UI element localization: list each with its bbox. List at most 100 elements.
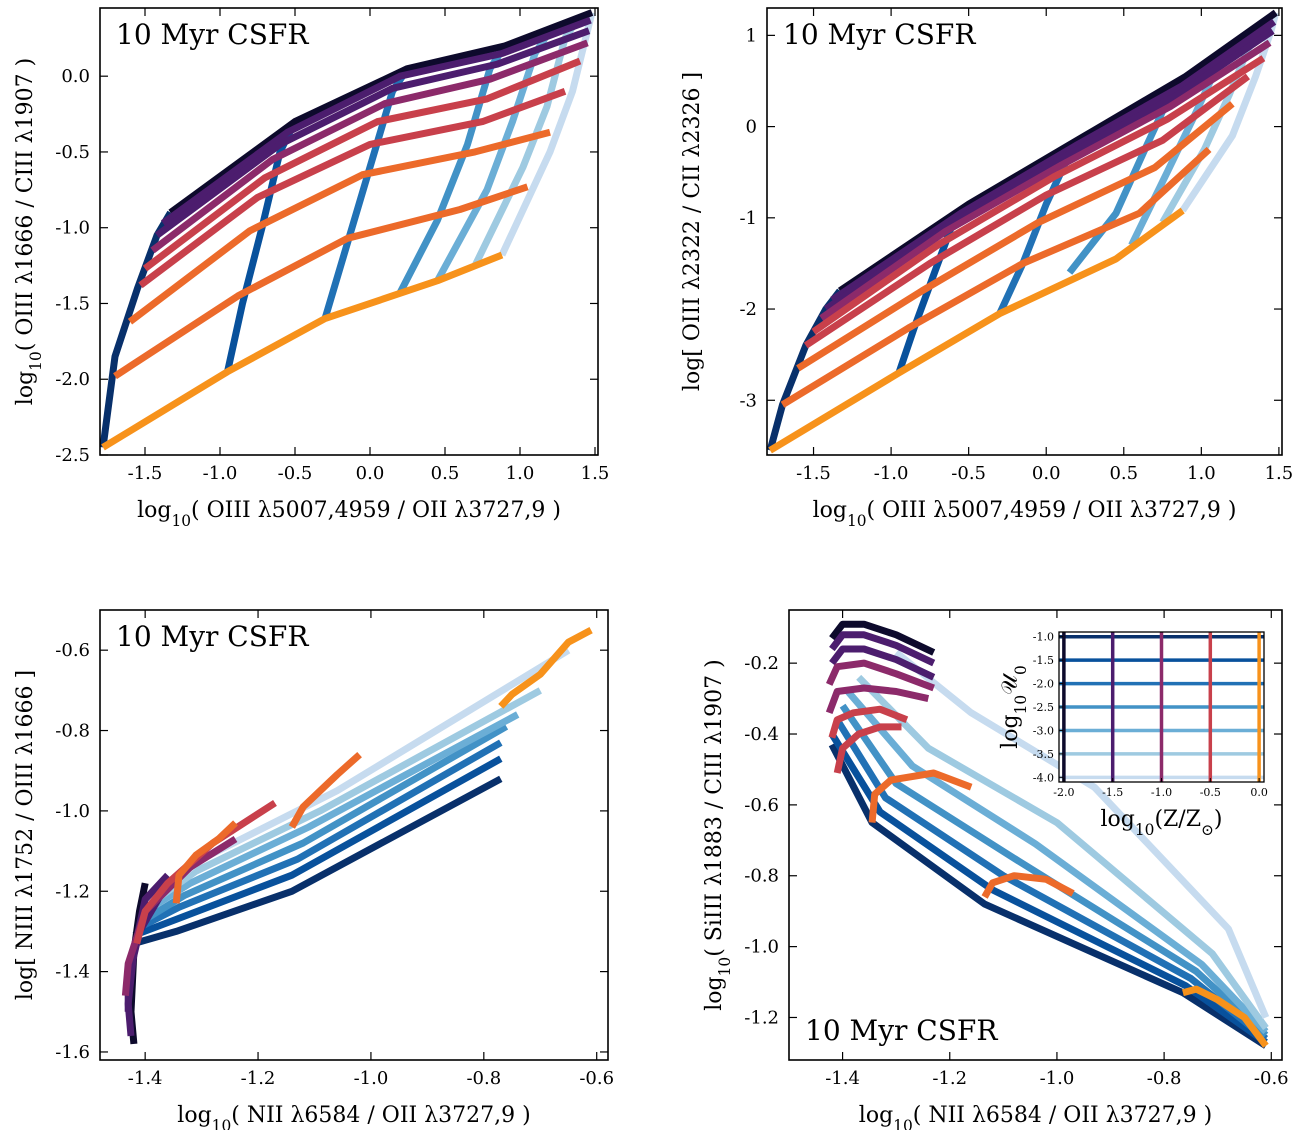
y-tick-label: -2.0 — [55, 369, 90, 390]
x-tick-label: 0.0 — [356, 463, 385, 484]
y-tick-label: -2 — [739, 299, 757, 320]
inset-y-tick-label: -2.5 — [1033, 701, 1054, 714]
ionization-line — [132, 755, 503, 939]
metallicity-line — [981, 872, 1075, 899]
x-tick-label: -1.5 — [128, 463, 163, 484]
x-tick-label: -1.2 — [932, 1068, 967, 1089]
y-axis-label: log10( SiIII λ1883 / CIII λ1907 ) — [702, 659, 734, 1010]
x-tick-label: -0.6 — [579, 1068, 614, 1089]
metallicity-line — [829, 620, 936, 656]
y-axis-label: log[ OIII λ2322 / CII λ2326 ] — [680, 72, 705, 391]
y-tick-label: -1.5 — [55, 293, 90, 314]
y-tick-label: -1.4 — [55, 962, 90, 983]
ionization-line — [396, 43, 508, 295]
y-tick-label: -3 — [739, 390, 757, 411]
y-tick-label: -0.8 — [744, 866, 779, 887]
metallicity-line — [1181, 985, 1269, 1048]
x-tick-label: 0.5 — [431, 463, 460, 484]
y-tick-label: -1.0 — [55, 801, 90, 822]
metallicity-line — [796, 101, 1235, 372]
ionization-line — [498, 11, 596, 257]
plot-lines — [121, 627, 593, 1045]
metallicity-line — [168, 9, 594, 216]
y-tick-label: -0.8 — [55, 721, 90, 742]
y-tick-label: -1.2 — [55, 881, 90, 902]
x-tick-label: 1.5 — [1265, 463, 1294, 484]
axes-frame — [766, 7, 1283, 456]
metallicity-line — [868, 769, 973, 823]
ionization-line — [856, 674, 1269, 1031]
y-axis-label: log10( OIII λ1666 / CIII λ1907 ) — [13, 58, 45, 405]
inset-legend-chart: -2.0 -1.5 -1.0 -0.5 0.0 -1.0 -1.5 -2.0 -2.5 -3.0 -… — [998, 631, 1268, 839]
x-tick-label: -1.0 — [354, 1068, 389, 1089]
ionization-line — [143, 723, 509, 923]
x-tick-label: -1.4 — [825, 1068, 860, 1089]
metallicity-line — [498, 627, 593, 709]
metallicity-line — [819, 39, 1272, 322]
x-tick-label: -0.5 — [951, 463, 986, 484]
ionization-line — [839, 703, 1269, 1038]
x-tick-label: -0.5 — [278, 463, 313, 484]
metallicity-line — [829, 645, 936, 681]
metallicity-line — [138, 88, 567, 289]
metallicity-line — [113, 183, 529, 380]
y-tick-label: -1.6 — [55, 1042, 90, 1063]
metallicity-line — [829, 631, 936, 667]
metallicity-line — [780, 146, 1212, 408]
y-tick-label: -1 — [739, 208, 757, 229]
y-tick-label: 0 — [746, 117, 757, 138]
metallicity-line — [150, 39, 589, 254]
panel-bottom-right: -1.4 -1.2 -1.0 -0.8 -0.6 -0.2 -0.4 -0.6 -0.8 -1.0… — [702, 609, 1289, 1130]
metallicity-line — [172, 820, 238, 904]
x-tick-label: -1.5 — [796, 463, 831, 484]
plot-lines — [825, 620, 1270, 1049]
x-tick-label: -1.4 — [128, 1068, 163, 1089]
ionization-line — [828, 742, 1268, 1049]
y-axis-label: log[ NIII λ1752 / OIII λ1666 ] — [13, 670, 38, 1000]
x-tick-label: 1.5 — [581, 463, 610, 484]
panel-title: 10 Myr CSFR — [116, 18, 309, 51]
metallicity-line — [825, 684, 930, 715]
ionization-line — [137, 739, 503, 931]
y-tick-label: -0.5 — [55, 142, 90, 163]
inset-y-tick-label: -3.5 — [1033, 748, 1054, 761]
metallicity-line — [142, 57, 582, 272]
plot-lines — [767, 9, 1280, 454]
y-tick-label: -0.2 — [744, 653, 779, 674]
ionization-line — [132, 775, 503, 947]
x-tick-label: -0.6 — [1254, 1068, 1289, 1089]
inset-x-tick-label: -1.5 — [1102, 786, 1123, 799]
x-tick-label: 1.0 — [506, 463, 535, 484]
axes-frame — [99, 609, 609, 1061]
x-axis-label: log10( OIII λ5007,4959 / OII λ3727,9 ) — [137, 498, 561, 530]
ionization-line — [471, 18, 580, 268]
x-axis-label: log10( OIII λ5007,4959 / OII λ3727,9 ) — [813, 498, 1237, 530]
panel-title: 10 Myr CSFR — [805, 1014, 998, 1047]
x-tick-label: -0.8 — [466, 1068, 501, 1089]
y-tick-label: -1.0 — [744, 937, 779, 958]
metallicity-line — [133, 799, 277, 945]
x-tick-label: -1.2 — [241, 1068, 276, 1089]
panel-bottom-left: -1.4 -1.2 -1.0 -0.8 -0.6 -0.6 -0.8 -1.0 -1.2 -1.4… — [13, 609, 614, 1130]
axes-frame — [788, 609, 1283, 1061]
x-tick-label: 1.0 — [1187, 463, 1216, 484]
ionization-line — [894, 649, 1270, 1019]
metallicity-line — [833, 723, 902, 774]
metallicity-line — [823, 27, 1275, 312]
inset-y-tick-label: -1.5 — [1033, 654, 1054, 667]
metallicity-line — [288, 751, 362, 829]
plot-lines — [100, 9, 596, 451]
inset-y-tick-label: -4.0 — [1033, 771, 1054, 784]
x-tick-label: 0.0 — [1032, 463, 1061, 484]
y-tick-label: -1.0 — [55, 218, 90, 239]
inset-y-tick-label: -3.0 — [1033, 724, 1054, 737]
metallicity-line — [160, 16, 592, 227]
y-tick-label: -0.4 — [744, 724, 779, 745]
panel-title: 10 Myr CSFR — [783, 18, 976, 51]
metallicity-line — [811, 55, 1266, 335]
y-tick-label: 1 — [746, 25, 757, 46]
axes-frame — [99, 7, 599, 456]
inset-x-axis-label: log10(Z/Z⊙) — [1100, 807, 1222, 839]
y-tick-label: -0.6 — [55, 640, 90, 661]
inset-y-tick-label: -2.0 — [1033, 678, 1054, 691]
